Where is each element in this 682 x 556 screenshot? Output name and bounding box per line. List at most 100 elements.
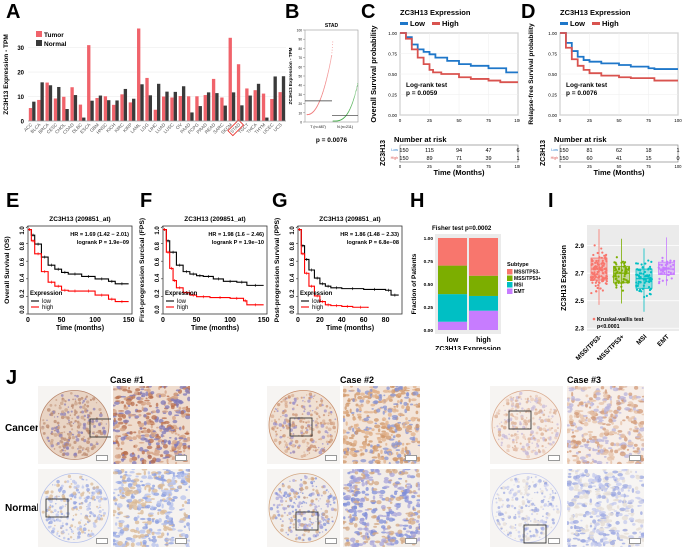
- stain-cell: [379, 394, 383, 399]
- data-point: [673, 259, 676, 263]
- stain-dot: [296, 512, 300, 516]
- stain-cell: [151, 518, 155, 523]
- stain-dot: [85, 395, 88, 398]
- stain-cell: [173, 409, 180, 412]
- stain-cell: [168, 493, 171, 497]
- stain-cell: [122, 474, 127, 479]
- stain-dot: [65, 452, 70, 456]
- stain-cell: [607, 519, 613, 523]
- stain-cell: [406, 495, 410, 500]
- stain-cell: [600, 386, 605, 390]
- stain-dot: [306, 411, 311, 416]
- stacked-segment: [469, 275, 498, 296]
- stain-dot: [74, 410, 78, 415]
- stain-cell: [169, 487, 176, 491]
- survival-curve-high: [400, 32, 518, 84]
- stain-dot: [321, 442, 324, 445]
- stain-cell: [397, 457, 402, 460]
- stain-cell: [360, 452, 365, 456]
- stain-cell: [395, 507, 399, 510]
- data-point: [601, 272, 604, 275]
- stain-cell: [606, 498, 609, 504]
- stain-cell: [577, 538, 581, 541]
- data-point: [613, 266, 616, 269]
- data-point-normal: [355, 90, 357, 91]
- stain-cell: [588, 406, 592, 409]
- stain-cell: [381, 531, 387, 534]
- stain-cell: [375, 490, 382, 494]
- stain-cell: [627, 512, 634, 515]
- y-tick: [160, 225, 164, 229]
- data-point: [605, 282, 608, 286]
- risk-row-label: High: [551, 156, 558, 160]
- stain-cell: [132, 481, 138, 486]
- stain-dot: [545, 524, 549, 528]
- stain-dot: [299, 416, 304, 421]
- stain-cell: [374, 540, 381, 544]
- plot-frame: [304, 29, 359, 123]
- stain-cell: [633, 419, 637, 425]
- stain-dot: [321, 531, 324, 533]
- stain-cell: [611, 502, 614, 505]
- stain-cell: [395, 503, 401, 509]
- stain-dot: [321, 435, 326, 440]
- stain-cell: [357, 527, 363, 531]
- stain-cell: [577, 492, 581, 496]
- stain-cell: [361, 482, 365, 487]
- stain-cell: [572, 459, 578, 462]
- stain-dot: [525, 504, 528, 507]
- data-point: [636, 262, 639, 265]
- stain-cell: [182, 449, 186, 453]
- stain-cell: [596, 495, 599, 500]
- stain-cell: [641, 447, 644, 451]
- stain-cell: [633, 443, 638, 447]
- stain-dot: [70, 524, 74, 528]
- stain-dot: [319, 498, 321, 500]
- stain-dot: [326, 499, 330, 503]
- stain-cell: [628, 484, 632, 489]
- stain-dot: [80, 502, 83, 505]
- stain-dot: [78, 445, 82, 450]
- stain-dot: [525, 482, 529, 486]
- bar-tumor: [195, 96, 199, 121]
- stain-dot: [55, 428, 60, 433]
- hazard-ratio: HR = 1.86 (1.48 − 2.33): [340, 232, 399, 238]
- chart-g-pps-km: ZC3H13 (209851_at)0.00.20.40.60.81.00 20 4…: [274, 216, 403, 332]
- stain-dot: [77, 448, 79, 450]
- stain-cell: [131, 469, 135, 471]
- stain-dot: [81, 454, 84, 456]
- stain-cell: [343, 521, 346, 525]
- stain-dot: [304, 486, 309, 490]
- stain-cell: [131, 460, 137, 464]
- stain-dot: [283, 491, 288, 495]
- stain-dot: [496, 493, 499, 496]
- stain-dot: [296, 504, 301, 508]
- stain-cell: [575, 513, 578, 518]
- stain-dot: [62, 522, 64, 524]
- data-point: [659, 272, 662, 275]
- y-tick-label: 50: [298, 75, 302, 79]
- stain-cell: [175, 461, 178, 464]
- stain-cell: [381, 430, 386, 433]
- data-point: [667, 273, 670, 277]
- stain-cell: [171, 499, 175, 502]
- stain-dot: [61, 505, 65, 508]
- data-point: [669, 259, 672, 262]
- stain-cell: [581, 434, 584, 438]
- risk-x-tick-label: 0: [559, 164, 562, 169]
- data-point: [641, 266, 644, 269]
- stain-cell: [148, 539, 153, 542]
- stain-dot: [510, 402, 515, 406]
- stain-cell: [145, 397, 148, 400]
- stain-dot: [513, 492, 517, 497]
- stain-dot: [281, 520, 284, 523]
- stain-cell: [602, 537, 608, 541]
- stain-cell: [410, 432, 416, 437]
- stain-cell: [582, 414, 588, 417]
- data-point: [615, 256, 618, 259]
- stain-cell: [151, 535, 156, 539]
- stain-dot: [301, 505, 303, 508]
- stain-dot: [79, 475, 83, 479]
- stain-dot: [307, 399, 311, 403]
- stain-dot: [56, 533, 58, 536]
